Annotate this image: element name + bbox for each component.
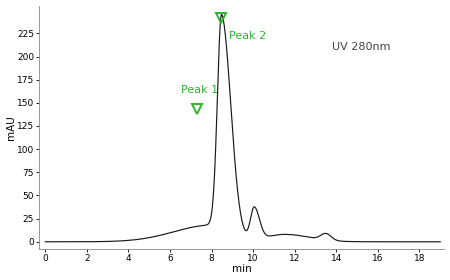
Text: Peak 2: Peak 2 bbox=[230, 31, 266, 41]
Y-axis label: mAU: mAU bbox=[5, 115, 16, 140]
Text: UV 280nm: UV 280nm bbox=[332, 42, 391, 52]
X-axis label: min: min bbox=[232, 264, 252, 274]
Text: Peak 1: Peak 1 bbox=[181, 85, 219, 95]
